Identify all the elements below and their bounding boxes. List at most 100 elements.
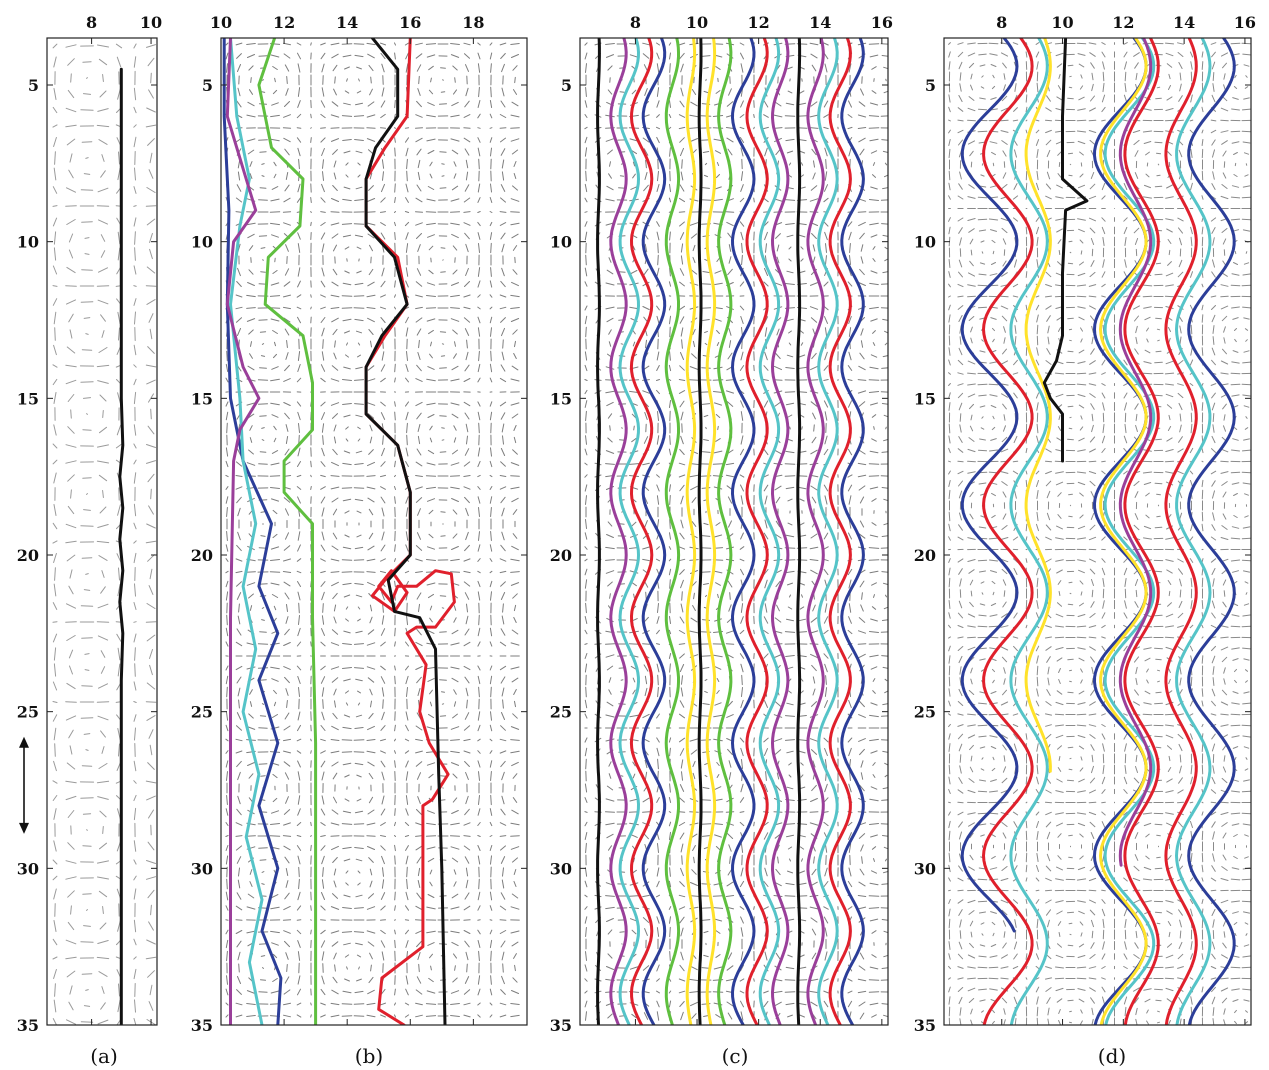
trajectory-line-12 [745, 38, 769, 1025]
x-tick-label: 14 [336, 13, 358, 32]
x-tick-label: 12 [273, 13, 295, 32]
trajectory-line-9 [1118, 38, 1153, 867]
y-tick-label: 5 [925, 76, 936, 95]
vector-arrows [948, 42, 1251, 1025]
x-tick-label: 10 [1051, 13, 1073, 32]
x-tick-label: 12 [748, 13, 770, 32]
trajectory-line-1 [596, 38, 601, 1025]
trajectory-line-7 [1103, 38, 1156, 1025]
y-tick-label: 35 [17, 1016, 39, 1035]
trajectory-line-18 [828, 38, 852, 1025]
trajectory-line-13 [758, 38, 781, 1025]
vector-field [52, 43, 157, 1025]
panel-d-caption: (d) [1098, 1044, 1126, 1068]
trajectory-line-3 [1009, 38, 1049, 1025]
vector-field [948, 42, 1251, 1025]
y-tick-label: 30 [550, 859, 572, 878]
y-tick-label: 35 [914, 1016, 936, 1035]
x-tick-label: 14 [809, 13, 831, 32]
y-tick-label: 20 [191, 546, 213, 565]
trajectory-line-1 [960, 38, 1019, 933]
x-tick-label: 10 [210, 13, 232, 32]
x-tick-label: 10 [686, 13, 708, 32]
y-tick-label: 25 [17, 703, 39, 722]
y-tick-label: 25 [914, 703, 936, 722]
trajectory-line-10 [1123, 38, 1160, 1025]
y-tick-label: 10 [191, 233, 213, 252]
y-tick-label: 15 [17, 389, 39, 408]
trajectory-line-6 [1093, 38, 1148, 1025]
y-tick-label: 5 [28, 76, 39, 95]
x-tick-label: 16 [1234, 13, 1256, 32]
y-tick-label: 30 [17, 859, 39, 878]
y-tick-label: 20 [17, 546, 39, 565]
trajectory-line-2 [609, 38, 628, 1025]
trajectory-line-6 [364, 38, 447, 1025]
trajectory-line-2 [229, 38, 264, 1025]
y-tick-label: 35 [191, 1016, 213, 1035]
panel-a-caption: (a) [90, 1044, 118, 1068]
trajectory-line-9 [705, 38, 717, 1025]
y-tick-label: 35 [550, 1016, 572, 1035]
x-tick-label: 12 [1112, 13, 1134, 32]
trajectory-line-1 [118, 67, 125, 1025]
trajectory-line-12 [1175, 38, 1212, 1025]
y-tick-label: 5 [202, 76, 213, 95]
trajectory-line-7 [685, 38, 697, 1025]
y-tick-label: 20 [550, 546, 572, 565]
trajectory-line-3 [618, 38, 640, 1025]
trajectory-line-3 [225, 38, 261, 1025]
trajectory-line-14 [771, 38, 790, 1025]
y-tick-label: 15 [191, 389, 213, 408]
trajectory-line-16 [806, 38, 825, 1025]
y-tick-label: 15 [914, 389, 936, 408]
panel-b-caption: (b) [355, 1044, 383, 1068]
trajectory-line-5 [1042, 38, 1089, 463]
x-tick-label: 14 [1173, 13, 1195, 32]
double-arrow-annotation [19, 736, 29, 834]
y-tick-label: 30 [191, 859, 213, 878]
trajectory-line-19 [840, 38, 865, 1025]
y-tick-label: 15 [550, 389, 572, 408]
y-tick-label: 30 [914, 859, 936, 878]
y-tick-label: 25 [550, 703, 572, 722]
x-tick-label: 10 [140, 13, 162, 32]
panel-d-chart: 8 10 12 14 16 5 10 15 20 25 30 35 [914, 13, 1256, 1035]
panel-c-chart: 8 10 12 14 16 5 10 15 20 25 30 35 [550, 13, 893, 1035]
y-tick-label: 25 [191, 703, 213, 722]
plot-frame [943, 37, 1252, 1026]
y-tick-label: 20 [914, 546, 936, 565]
y-tick-label: 10 [17, 233, 39, 252]
x-tick-label: 8 [996, 13, 1007, 32]
x-tick-label: 18 [462, 13, 484, 32]
plot-frame [579, 37, 889, 1026]
panel-b-chart: 10 12 14 16 18 5 10 15 20 25 30 35 [191, 13, 528, 1035]
trajectory-line-1 [222, 38, 283, 1025]
y-tick-label: 10 [550, 233, 572, 252]
y-tick-label: 10 [914, 233, 936, 252]
trajectory-line-10 [717, 38, 733, 1025]
x-tick-label: 16 [399, 13, 421, 32]
panel-a-chart: 8 10 5 10 15 20 25 30 35 [17, 13, 162, 1035]
x-tick-label: 8 [630, 13, 641, 32]
y-tick-label: 5 [561, 76, 572, 95]
vector-arrows [52, 43, 157, 1025]
trajectory-line-4 [1024, 38, 1052, 773]
trajectory-line-13 [1187, 38, 1236, 1025]
trajectory-line-15 [796, 38, 802, 1025]
x-tick-label: 16 [871, 13, 893, 32]
trajectory-line-5 [641, 38, 667, 1025]
trajectory-line-6 [664, 38, 681, 1025]
x-tick-label: 8 [86, 13, 97, 32]
trajectory-line-8 [697, 38, 703, 1025]
trajectory-line-17 [817, 38, 839, 1025]
trajectory-line-11 [731, 38, 756, 1025]
trajectory-line-4 [257, 38, 318, 1025]
trajectory-line-4 [629, 38, 654, 1025]
panel-c-caption: (c) [722, 1044, 749, 1068]
plot-frame [220, 37, 528, 1026]
trajectory-line-2 [982, 38, 1034, 1025]
trajectory-line-8 [1099, 38, 1148, 1025]
plot-frame [46, 37, 158, 1026]
